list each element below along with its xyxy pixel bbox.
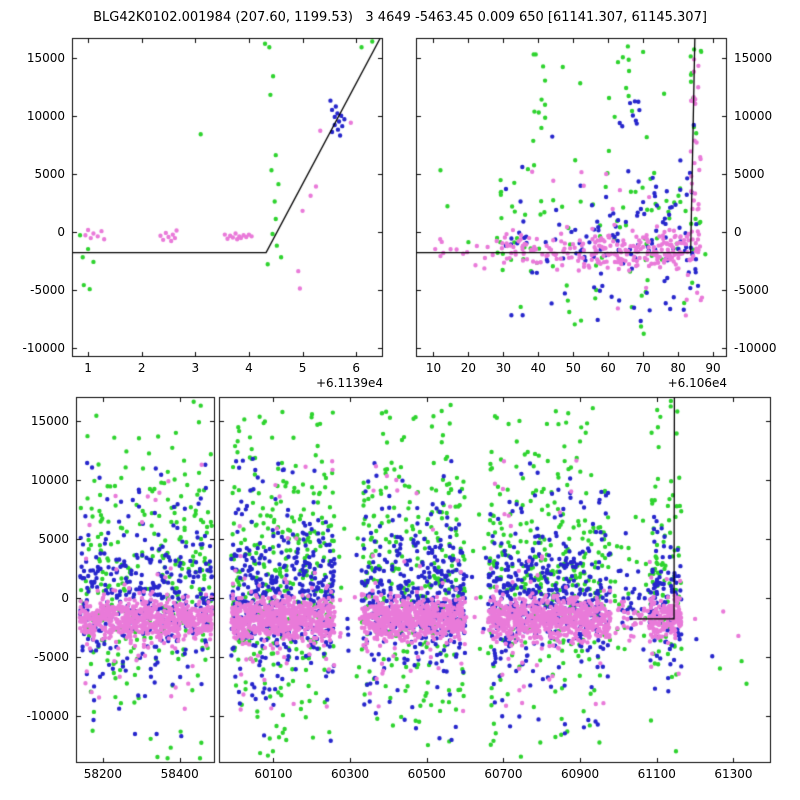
subplot-bottom [76, 397, 771, 763]
subplot-top-left [72, 38, 383, 357]
subplot-top-right [416, 38, 727, 357]
